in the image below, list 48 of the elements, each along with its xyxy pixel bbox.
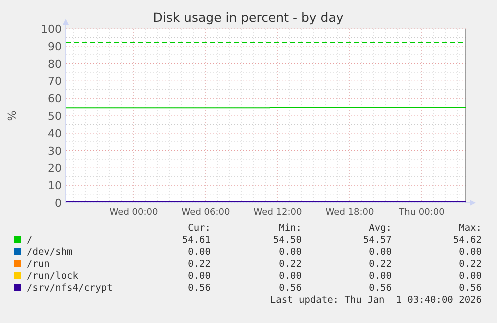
- text: 54.61: [182, 235, 212, 246]
- text: Last update: Thu Jan 1 03:40:00 2026: [270, 295, 482, 306]
- text: 0.22: [369, 259, 392, 270]
- legend-label: /run: [27, 259, 50, 270]
- text: 0.22: [279, 259, 302, 270]
- x-tick-label: Wed 18:00: [326, 208, 374, 218]
- y-tick-label: 50: [48, 110, 62, 123]
- text: 0.00: [279, 247, 302, 258]
- legend-label: /: [27, 235, 33, 246]
- text: 0.22: [459, 259, 482, 270]
- text: Cur:: [188, 223, 211, 234]
- text: Min:: [279, 223, 302, 234]
- legend-label: /srv/nfs4/crypt: [27, 283, 113, 294]
- y-tick-label: 10: [48, 180, 62, 193]
- text: 54.50: [273, 235, 302, 246]
- x-tick-label: Wed 12:00: [254, 208, 302, 218]
- text: 0.00: [369, 247, 392, 258]
- text: 0.56: [459, 283, 482, 294]
- text: 0.00: [459, 271, 482, 282]
- text: Avg:: [369, 223, 392, 234]
- chart-title: Disk usage in percent - by day: [153, 10, 344, 25]
- text: 0.00: [188, 247, 212, 258]
- x-tick-label: Wed 06:00: [182, 208, 230, 218]
- y-tick-label: 80: [48, 58, 62, 71]
- y-tick-label: 40: [48, 127, 62, 140]
- legend-label: /run/lock: [27, 271, 79, 282]
- text: 54.57: [363, 235, 392, 246]
- text: 0.22: [188, 259, 211, 270]
- y-axis-title: %: [6, 110, 19, 122]
- text: Max:: [459, 223, 482, 234]
- x-tick-label: Thu 00:00: [398, 208, 446, 218]
- x-tick-label: Wed 00:00: [110, 208, 158, 218]
- text: 0.56: [369, 283, 392, 294]
- y-tick-label: 30: [48, 144, 62, 158]
- text: 0.56: [188, 283, 212, 294]
- y-tick-label: 70: [48, 75, 62, 88]
- text: 0.00: [369, 271, 392, 282]
- text: 0.56: [279, 283, 302, 294]
- text: 0.00: [188, 271, 212, 282]
- y-tick-label: 20: [48, 162, 62, 176]
- y-tick-label: 60: [48, 92, 62, 106]
- text: 54.62: [453, 235, 482, 246]
- y-tick-label: 100: [41, 23, 62, 36]
- text: 0.00: [459, 247, 482, 258]
- legend-label: /dev/shm: [27, 247, 74, 258]
- y-tick-label: 0: [55, 197, 62, 210]
- y-tick-label: 90: [48, 40, 62, 54]
- text: 0.00: [279, 271, 302, 282]
